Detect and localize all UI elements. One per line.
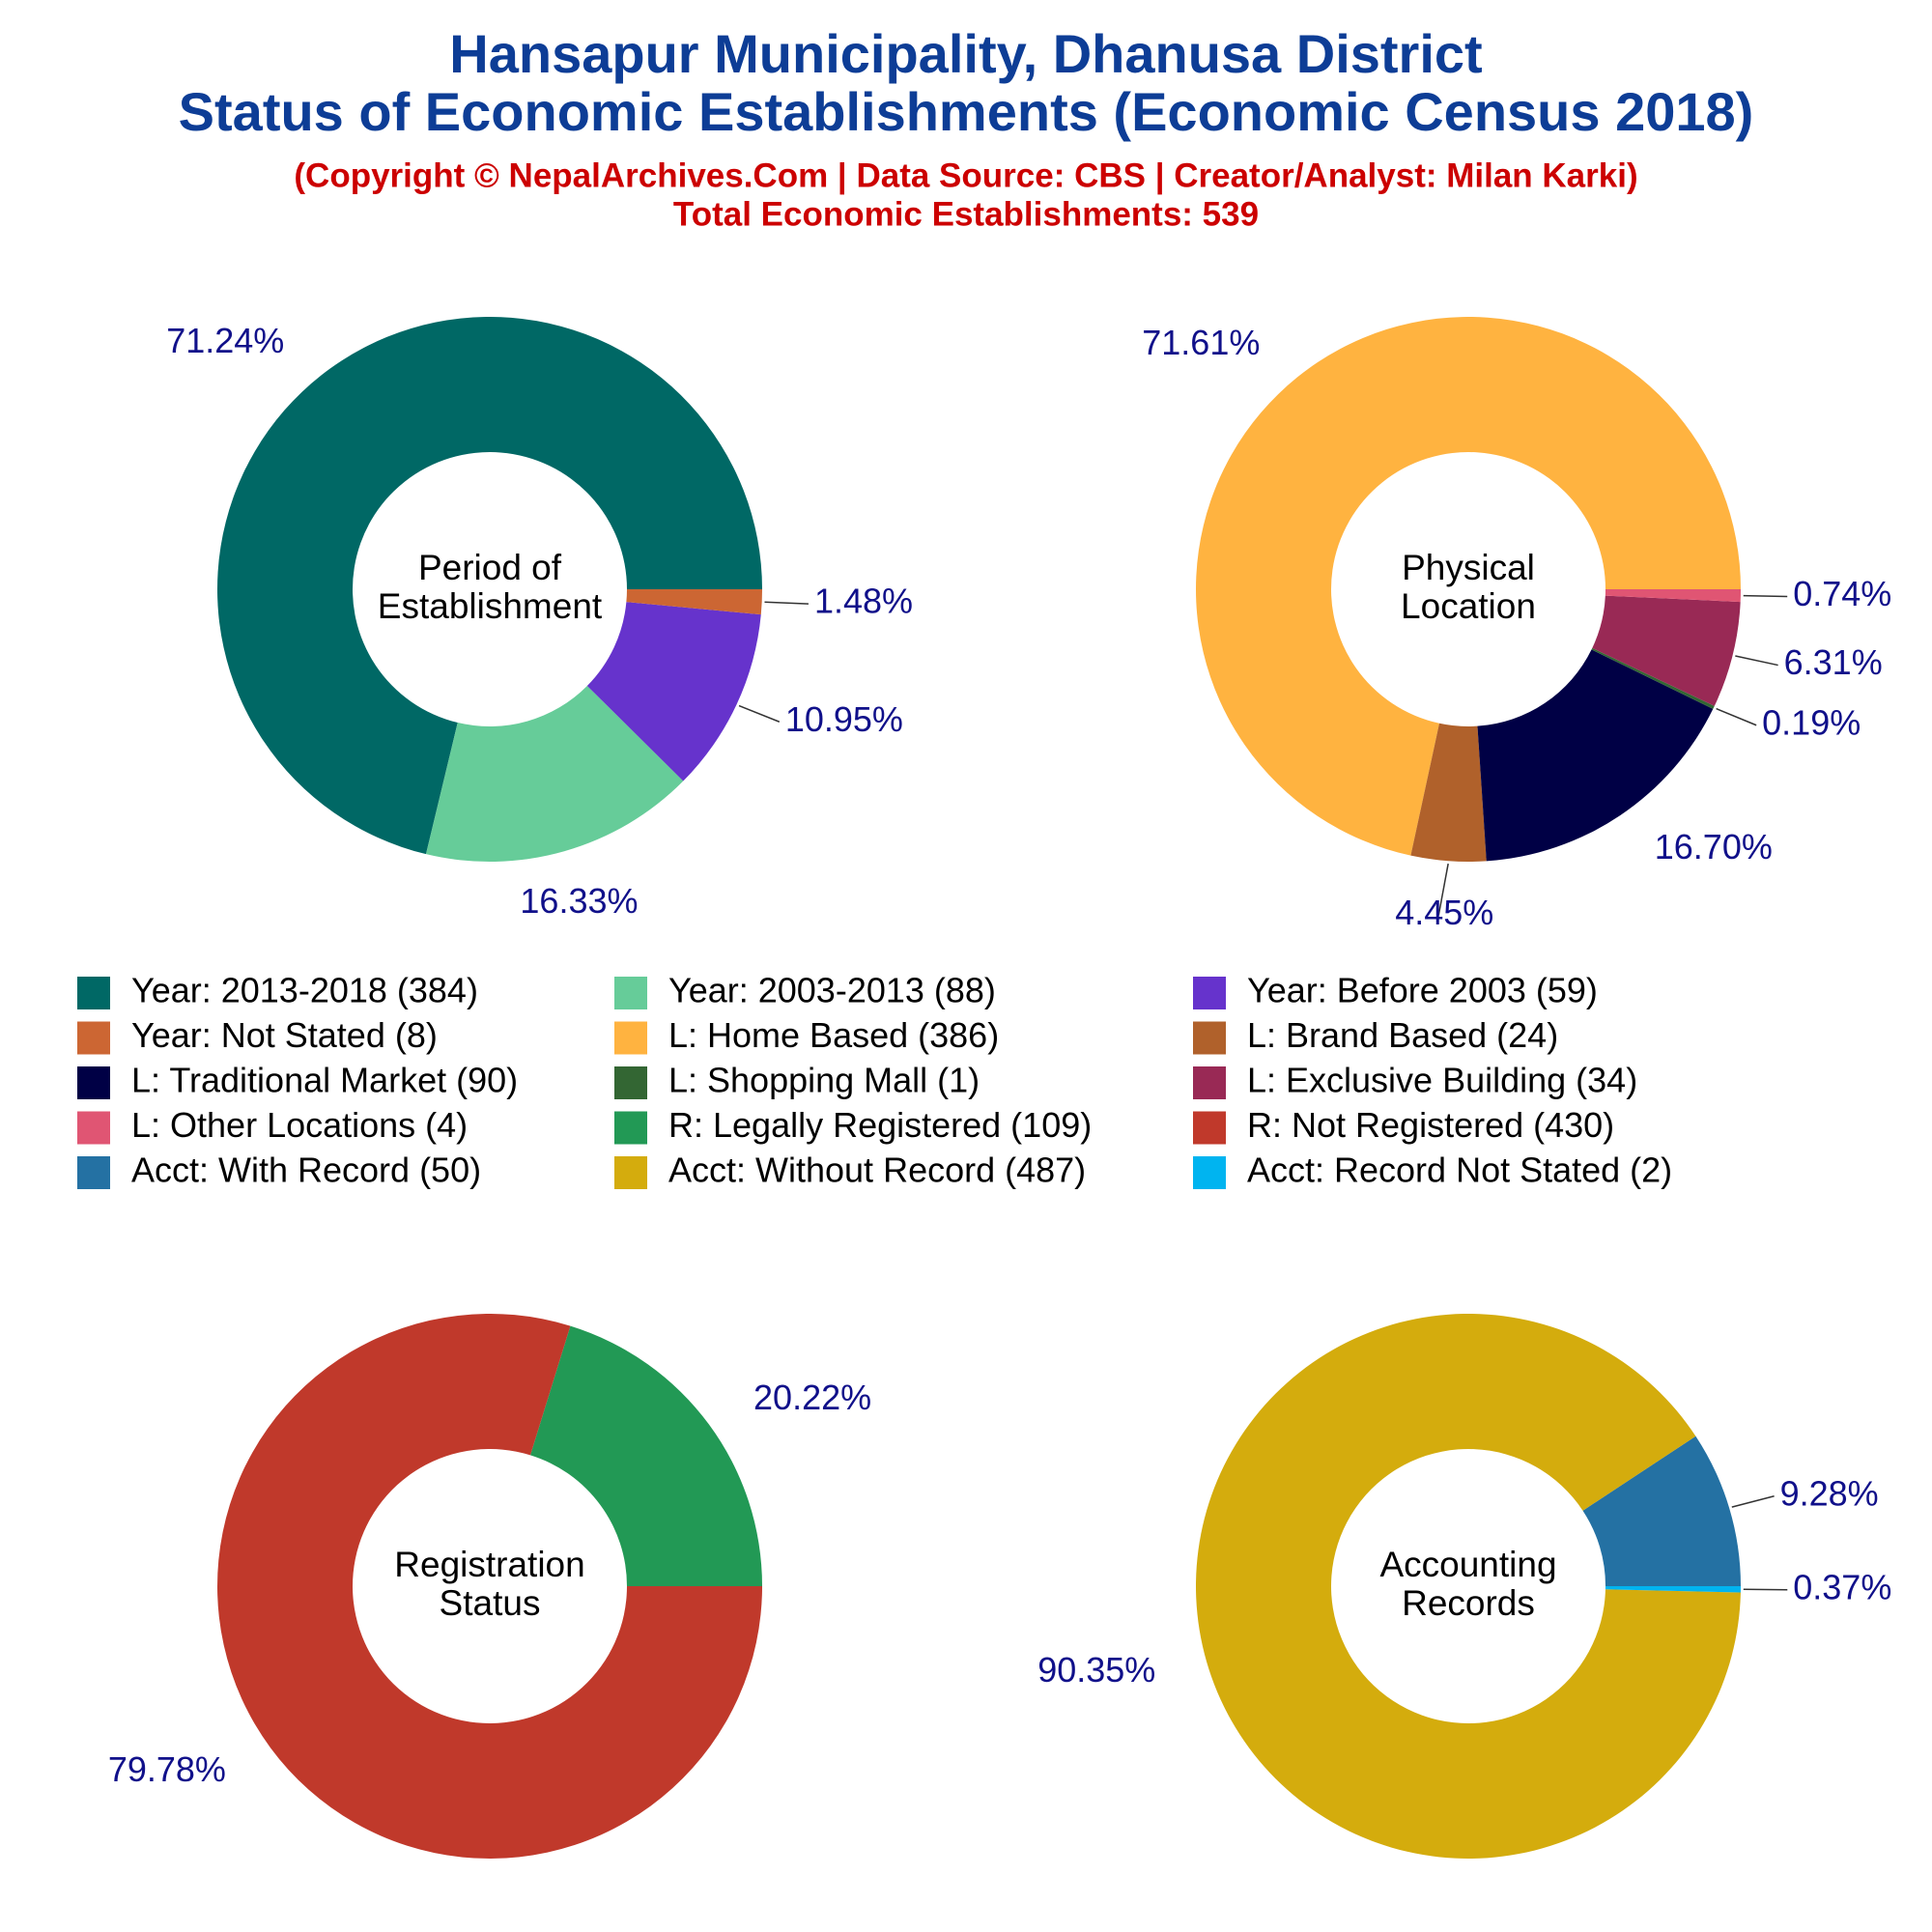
data-label: 16.70% bbox=[1655, 827, 1773, 867]
data-label: 0.37% bbox=[1793, 1567, 1891, 1606]
slice bbox=[1605, 589, 1741, 603]
legend-label: Acct: Without Record (487) bbox=[668, 1151, 1086, 1190]
data-label: 90.35% bbox=[1037, 1650, 1155, 1690]
legend-label: L: Exclusive Building (34) bbox=[1247, 1061, 1637, 1100]
slice bbox=[1605, 1586, 1741, 1593]
legend-label: L: Traditional Market (90) bbox=[131, 1061, 518, 1100]
slice bbox=[586, 602, 761, 781]
legend-swatch bbox=[1193, 1021, 1226, 1055]
leader-line bbox=[1735, 655, 1778, 667]
legend-label: L: Brand Based (24) bbox=[1247, 1015, 1558, 1055]
legend-swatch bbox=[77, 977, 110, 1009]
legend-swatch bbox=[77, 1156, 110, 1189]
center-label: Period of bbox=[418, 548, 562, 587]
legend-swatch bbox=[1193, 1156, 1226, 1189]
legend-swatch bbox=[77, 1066, 110, 1099]
legend-swatch bbox=[1193, 977, 1226, 1009]
subtitle: Total Economic Establishments: 539 bbox=[673, 195, 1259, 233]
slice bbox=[530, 1325, 762, 1586]
legend-swatch bbox=[1193, 1066, 1226, 1099]
data-label: 16.33% bbox=[520, 881, 638, 921]
center-label: Registration bbox=[394, 1545, 584, 1584]
legend-swatch bbox=[614, 977, 647, 1009]
legend-label: Year: Not Stated (8) bbox=[131, 1015, 438, 1055]
data-label: 0.19% bbox=[1762, 702, 1861, 742]
legend-label: Year: 2003-2013 (88) bbox=[668, 971, 996, 1010]
subtitle: (Copyright © NepalArchives.Com | Data So… bbox=[294, 156, 1637, 194]
leader-line bbox=[738, 704, 781, 723]
slice bbox=[1592, 595, 1741, 706]
data-label: 1.48% bbox=[814, 582, 913, 621]
data-label: 71.61% bbox=[1142, 323, 1260, 362]
leader-line bbox=[1731, 1495, 1775, 1508]
legend-label: Year: 2013-2018 (384) bbox=[131, 971, 478, 1010]
leader-line bbox=[1743, 594, 1788, 598]
legend-label: L: Home Based (386) bbox=[668, 1015, 999, 1055]
slice bbox=[1195, 316, 1741, 856]
slice bbox=[626, 589, 762, 615]
chart-title: Hansapur Municipality, Dhanusa District bbox=[449, 23, 1482, 84]
data-label: 0.74% bbox=[1793, 574, 1891, 613]
legend-swatch bbox=[614, 1111, 647, 1145]
legend-swatch bbox=[77, 1111, 110, 1145]
slice bbox=[216, 316, 762, 855]
data-label: 79.78% bbox=[108, 1749, 226, 1789]
slice bbox=[425, 685, 684, 862]
chart-title: Status of Economic Establishments (Econo… bbox=[179, 81, 1754, 142]
data-label: 10.95% bbox=[785, 699, 903, 739]
data-label: 9.28% bbox=[1780, 1473, 1879, 1513]
center-label: Location bbox=[1401, 586, 1536, 626]
slice bbox=[1477, 649, 1714, 862]
center-label: Establishment bbox=[378, 586, 603, 626]
data-label: 71.24% bbox=[166, 321, 284, 360]
leader-line bbox=[764, 601, 809, 605]
legend-swatch bbox=[614, 1021, 647, 1055]
slice bbox=[1410, 723, 1487, 862]
legend-swatch bbox=[614, 1066, 647, 1099]
leader-line bbox=[1716, 707, 1757, 726]
legend-label: Acct: With Record (50) bbox=[131, 1151, 481, 1190]
legend-label: L: Other Locations (4) bbox=[131, 1105, 468, 1145]
slice bbox=[1195, 1314, 1741, 1860]
legend-label: R: Legally Registered (109) bbox=[668, 1105, 1092, 1145]
legend-label: R: Not Registered (430) bbox=[1247, 1105, 1614, 1145]
legend-label: L: Shopping Mall (1) bbox=[668, 1061, 980, 1100]
legend-swatch bbox=[614, 1156, 647, 1189]
center-label: Physical bbox=[1402, 548, 1535, 587]
legend-swatch bbox=[1193, 1111, 1226, 1145]
legend-label: Year: Before 2003 (59) bbox=[1247, 971, 1598, 1010]
legend-label: Acct: Record Not Stated (2) bbox=[1247, 1151, 1672, 1190]
data-label: 20.22% bbox=[753, 1378, 871, 1417]
slice bbox=[1582, 1435, 1741, 1586]
data-label: 4.45% bbox=[1395, 893, 1493, 932]
slice bbox=[1591, 647, 1715, 709]
slice bbox=[217, 1314, 763, 1860]
center-label: Accounting bbox=[1379, 1545, 1556, 1584]
data-label: 6.31% bbox=[1784, 642, 1883, 682]
leader-line bbox=[1437, 863, 1449, 916]
center-label: Records bbox=[1402, 1583, 1535, 1623]
center-label: Status bbox=[440, 1583, 541, 1623]
legend-swatch bbox=[77, 1021, 110, 1055]
